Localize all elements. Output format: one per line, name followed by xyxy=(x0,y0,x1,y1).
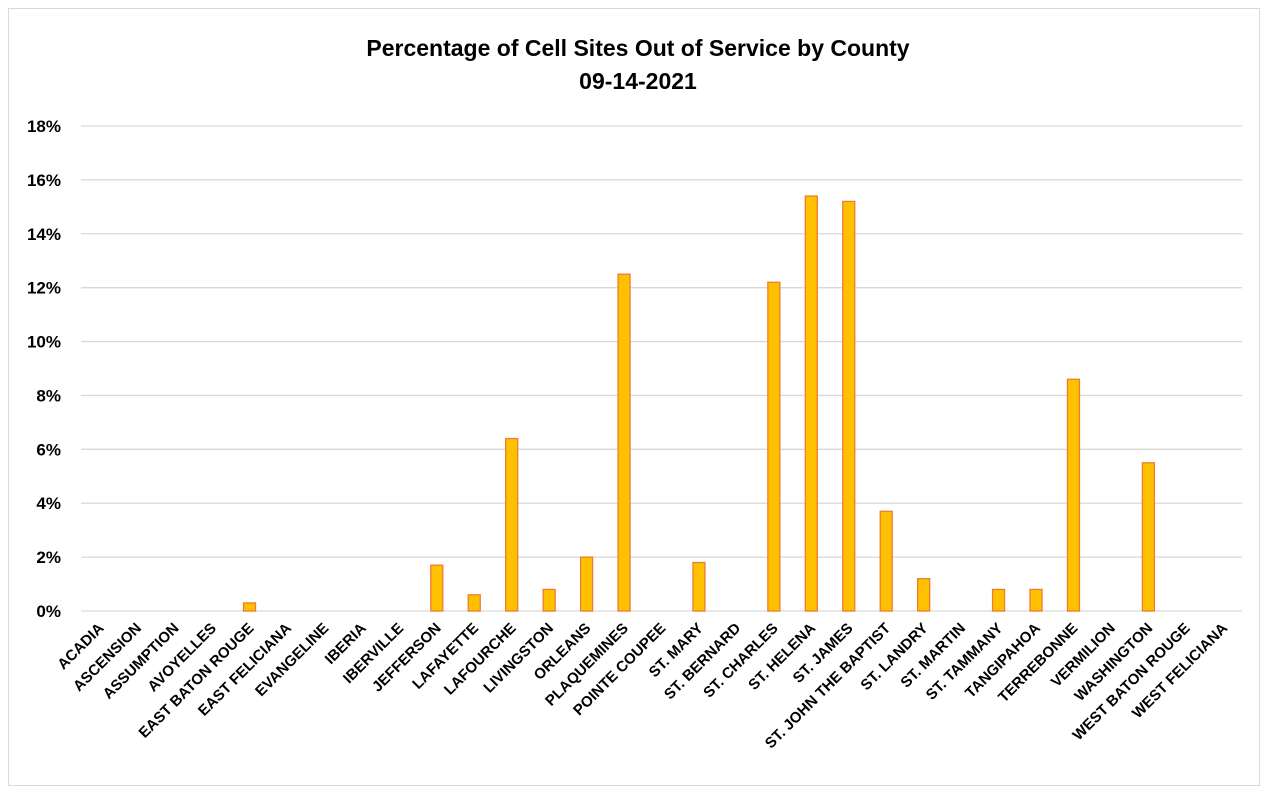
y-tick-label: 2% xyxy=(36,548,61,567)
y-tick-label: 16% xyxy=(27,171,61,190)
y-tick-label: 0% xyxy=(36,602,61,621)
y-tick-label: 8% xyxy=(36,386,61,405)
y-tick-label: 18% xyxy=(27,117,61,136)
bar-orleans xyxy=(579,556,594,612)
bar-east-baton-rouge xyxy=(242,602,257,612)
gridlines xyxy=(81,125,1242,612)
y-tick-label: 12% xyxy=(27,279,61,298)
bars xyxy=(242,195,1156,612)
bar-plaquemines xyxy=(617,273,631,612)
y-tick-label: 10% xyxy=(27,333,61,352)
bar-st-landry xyxy=(917,578,931,612)
bar-st-tammany xyxy=(991,588,1006,612)
y-axis-ticks: 0% 2% 4% 6% 8% 10% 12% 14% 16% 18% xyxy=(27,117,61,621)
y-tick-label: 6% xyxy=(36,440,61,459)
chart-frame xyxy=(8,8,1260,786)
bar-jefferson xyxy=(430,564,444,612)
bar-livingston xyxy=(542,588,556,612)
bar-st-mary xyxy=(692,561,706,612)
bar-st-james xyxy=(842,200,856,612)
bar-lafourche xyxy=(505,437,519,612)
y-tick-label: 14% xyxy=(27,225,61,244)
bar-lafayette xyxy=(467,594,481,612)
bar-terrebonne xyxy=(1066,378,1081,612)
bar-tangipahoa xyxy=(1029,588,1043,612)
bar-washington xyxy=(1141,462,1156,612)
chart-subtitle: 09-14-2021 xyxy=(579,68,697,94)
chart-title: Percentage of Cell Sites Out of Service … xyxy=(0,32,1263,98)
chart-title-main: Percentage of Cell Sites Out of Service … xyxy=(366,35,910,61)
bar-st-charles xyxy=(767,281,781,612)
bar-st-john-the-baptist xyxy=(879,510,893,612)
y-tick-label: 4% xyxy=(36,494,61,513)
bar-st-helena xyxy=(804,195,818,612)
